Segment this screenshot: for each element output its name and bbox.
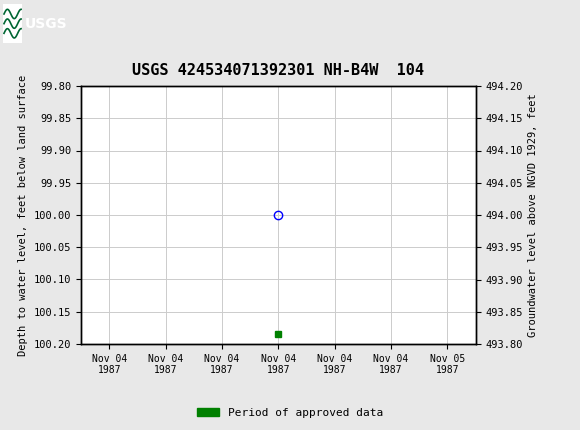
Y-axis label: Depth to water level, feet below land surface: Depth to water level, feet below land su… (19, 74, 28, 356)
Text: USGS: USGS (25, 17, 67, 31)
Y-axis label: Groundwater level above NGVD 1929, feet: Groundwater level above NGVD 1929, feet (528, 93, 538, 337)
Legend: Period of approved data: Period of approved data (193, 403, 387, 422)
Title: USGS 424534071392301 NH-B4W  104: USGS 424534071392301 NH-B4W 104 (132, 63, 425, 78)
Bar (3, 4, 22, 43)
